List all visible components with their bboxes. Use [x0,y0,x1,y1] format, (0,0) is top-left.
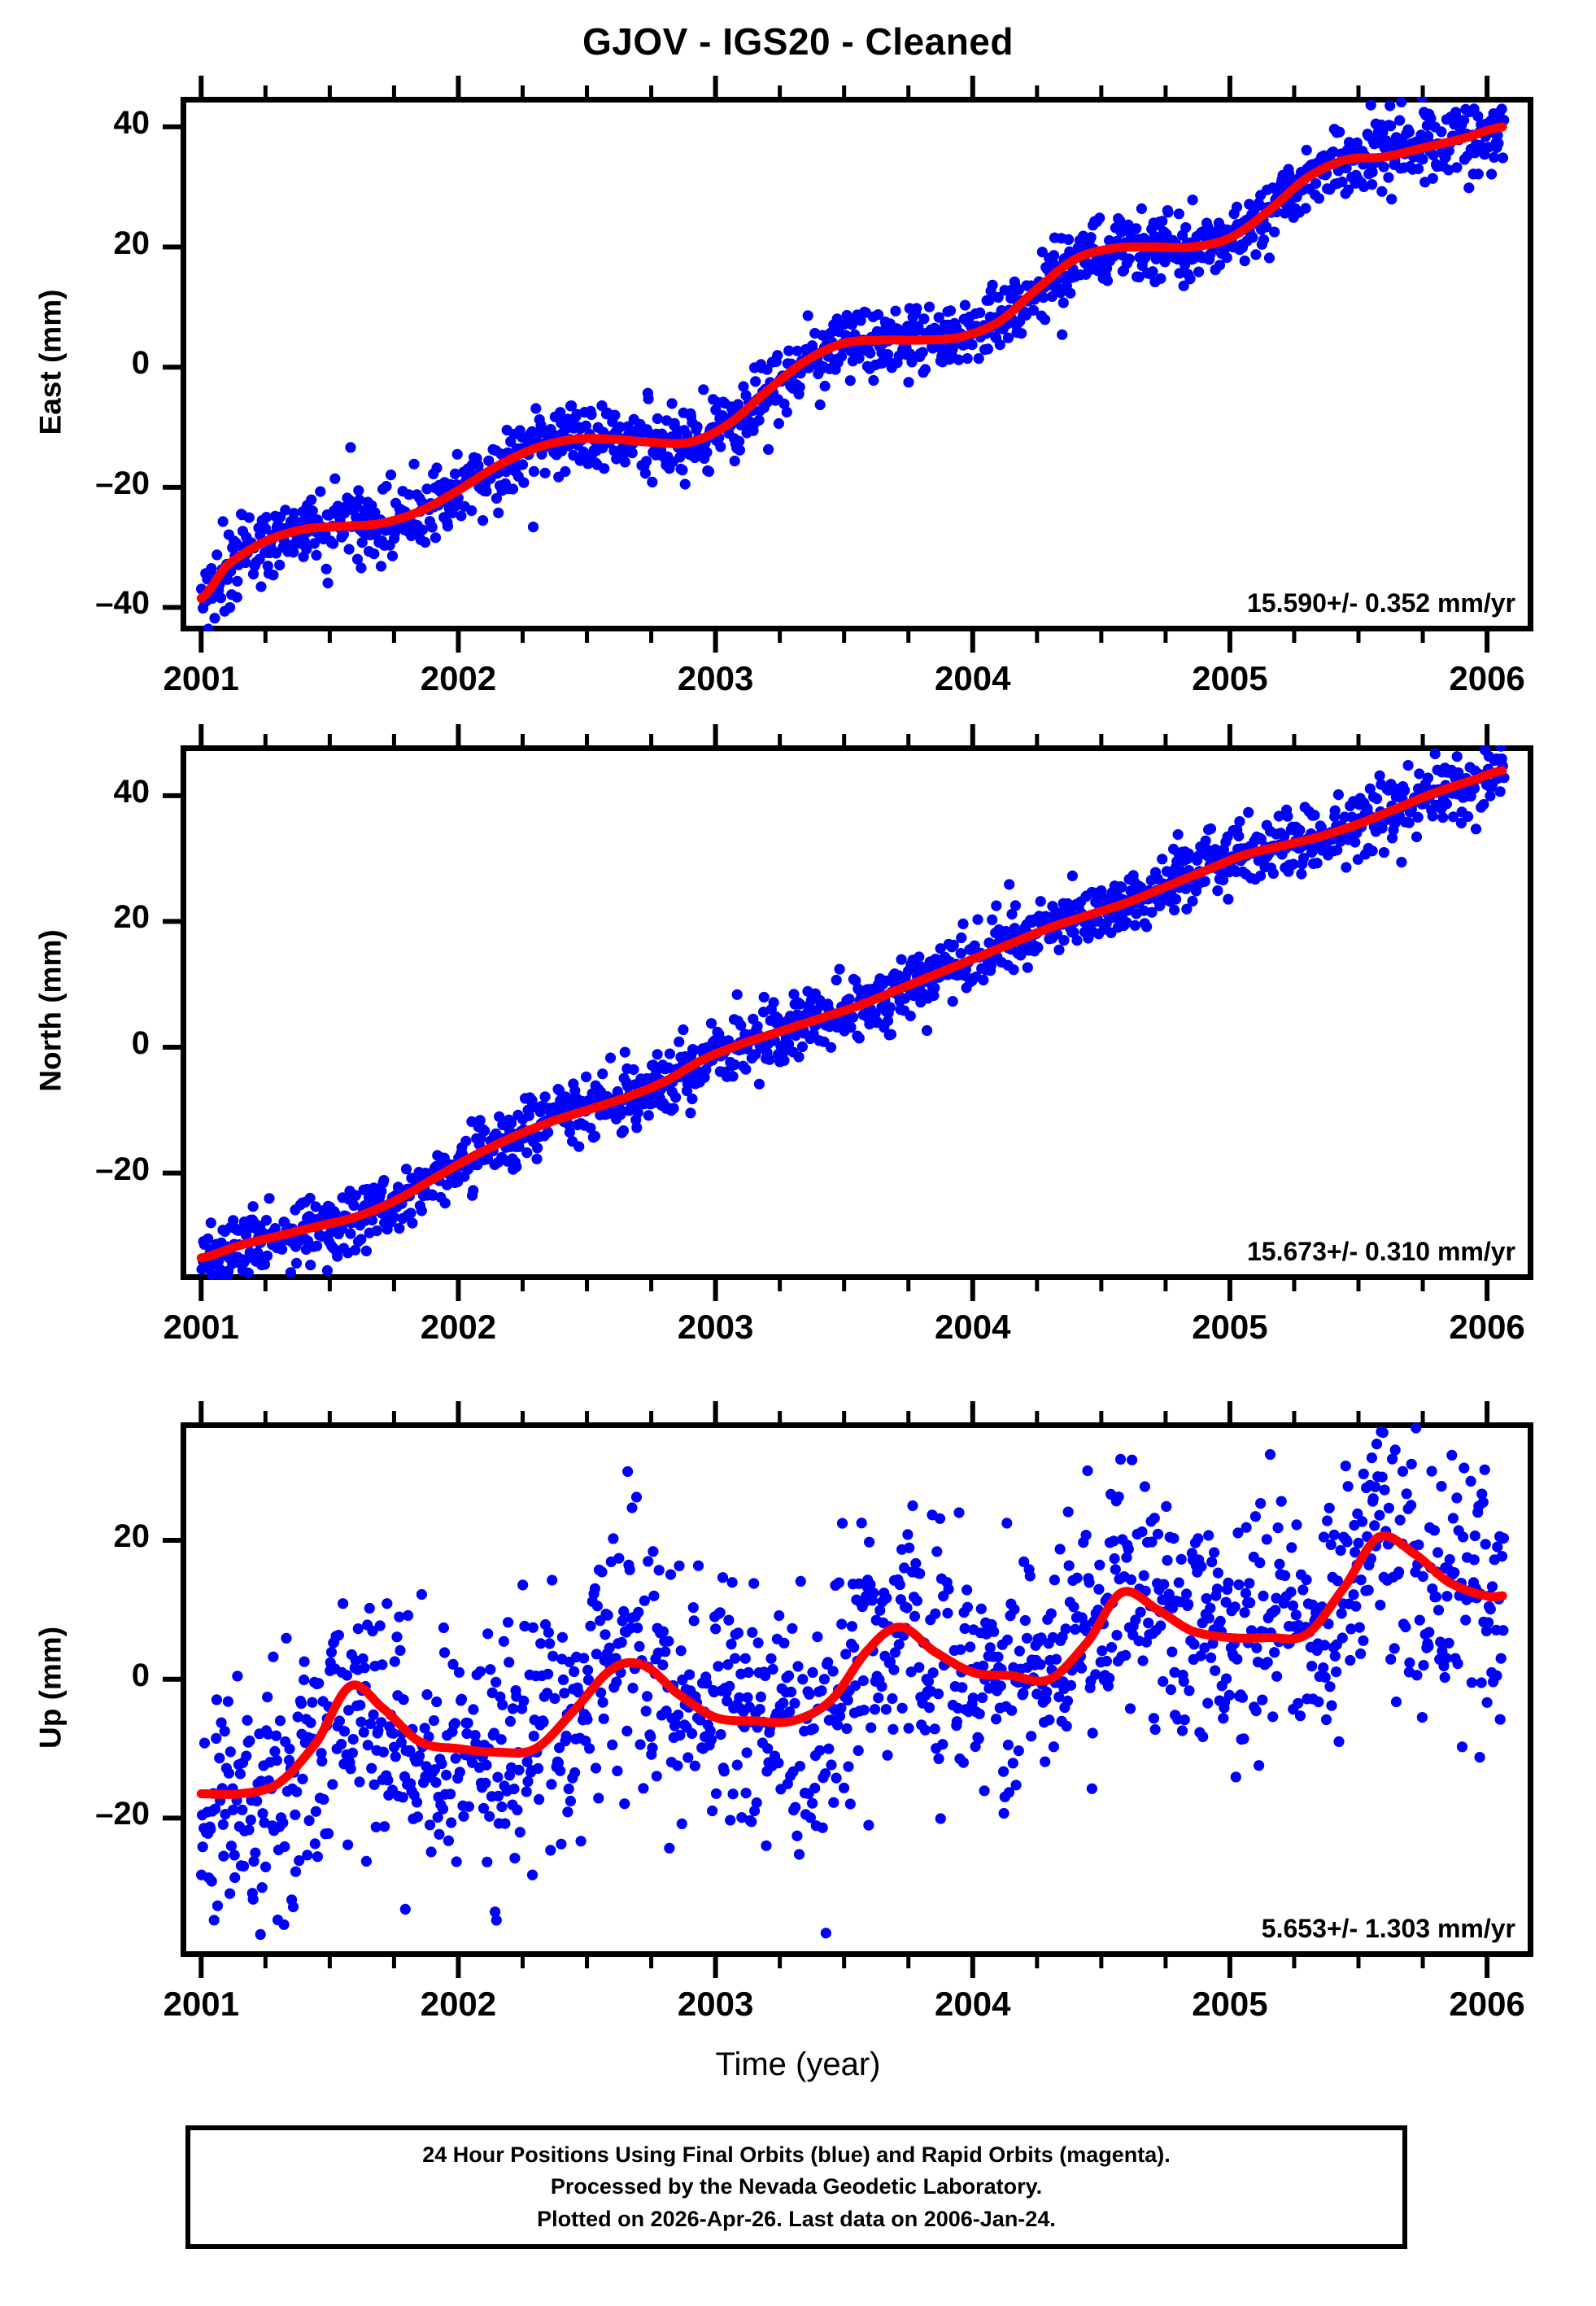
ytick-label-up-2: 20 [113,1518,150,1555]
panel-up: –20 0 20 Up (mm) 5.653+/- 1.303 mm/yr 2001 200… [33,1401,1533,2023]
ytick-label-east-0: –40 [95,585,150,622]
ytick-label-north-1: 0 [131,1025,150,1061]
xtick-label-up-3: 2004 [935,1985,1011,2023]
plot-canvas-north [196,745,1510,1280]
ytick-label-up-1: 0 [131,1657,150,1693]
x-axis-title: Time (year) [715,2046,881,2082]
rate-annotation-north: 15.673+/- 0.310 mm/yr [1246,1237,1515,1266]
ytick-label-up-0: –20 [95,1796,150,1832]
xtick-label-north-5: 2006 [1449,1308,1525,1346]
ytick-label-east-1: –20 [95,465,150,501]
ytick-label-north-2: 20 [113,899,150,936]
xtick-label-up-2: 2003 [677,1985,754,2023]
panel-east: –40 –20 0 20 40 East (mm) 15.590+/- 0.352 mm/y… [33,76,1533,697]
y-axis-label-up: Up (mm) [33,1626,67,1749]
footer-line-3: Plotted on 2026-Apr-26. Last data on 200… [537,2206,1056,2231]
xtick-label-up-0: 2001 [163,1985,240,2023]
figure-title: GJOV - IGS20 - Cleaned [582,20,1014,63]
footer-line-2: Processed by the Nevada Geodetic Laborat… [550,2174,1043,2199]
y-axis-label-east: East (mm) [33,289,67,435]
xtick-label-north-1: 2002 [420,1308,497,1346]
tick-layer-north [163,724,1490,1301]
xtick-label-east-1: 2002 [420,659,497,697]
footer-caption-box: 24 Hour Positions Using Final Orbits (bl… [185,2125,1407,2249]
trend-line-up [196,1531,1507,1799]
xtick-label-east-3: 2004 [935,659,1011,697]
ytick-label-east-3: 20 [113,225,150,261]
xtick-label-up-5: 2006 [1449,1985,1525,2023]
xtick-label-east-5: 2006 [1449,659,1525,697]
trend-line-north [196,766,1507,1263]
xtick-label-north-3: 2004 [935,1308,1011,1346]
ytick-label-north-0: –20 [95,1151,150,1187]
ytick-label-east-2: 0 [131,345,150,382]
footer-line-1: 24 Hour Positions Using Final Orbits (bl… [422,2142,1171,2168]
y-axis-label-north: North (mm) [33,928,67,1092]
xtick-label-up-4: 2005 [1192,1985,1268,2023]
tick-layer-east [163,76,1490,653]
xtick-label-up-1: 2002 [420,1985,497,2023]
rate-annotation-up: 5.653+/- 1.303 mm/yr [1261,1914,1515,1943]
xtick-label-east-2: 2003 [677,659,754,697]
trend-line-east [196,122,1507,603]
xtick-label-north-0: 2001 [163,1308,240,1346]
plot-canvas-east [196,97,1510,631]
xtick-label-east-0: 2001 [163,659,240,697]
xtick-label-north-4: 2005 [1192,1308,1268,1346]
xtick-label-north-2: 2003 [677,1308,754,1346]
rate-annotation-east: 15.590+/- 0.352 mm/yr [1246,588,1515,618]
tick-layer-up [163,1401,1490,1978]
xtick-label-east-4: 2005 [1192,659,1268,697]
ytick-label-east-4: 40 [113,104,150,141]
panel-north: –20 0 20 40 North (mm) 15.673+/- 0.310 mm/yr 2… [33,724,1533,1346]
plot-canvas-up [196,1422,1509,1940]
ytick-label-north-3: 40 [113,773,150,810]
